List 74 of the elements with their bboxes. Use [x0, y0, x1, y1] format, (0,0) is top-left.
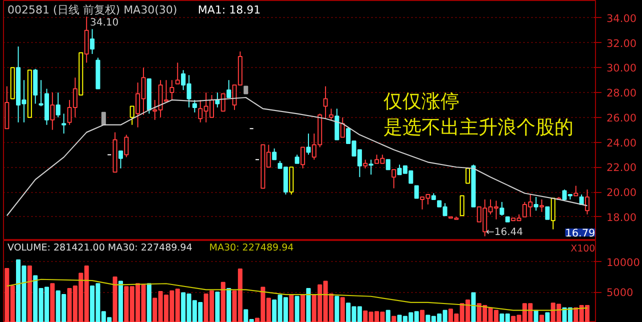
y-tick-label: 24.00: [606, 137, 637, 150]
bar: [294, 296, 300, 322]
candlestick: [574, 185, 578, 196]
candlestick: [340, 116, 345, 138]
candlestick: [392, 169, 396, 189]
annotation: 是选不出主升浪个股的: [384, 116, 574, 138]
candlestick: [124, 134, 129, 158]
annotation: ←16.44: [486, 226, 523, 238]
bar: [215, 292, 220, 322]
candlestick: [323, 86, 328, 120]
candlestick: [226, 80, 232, 98]
bar: [340, 297, 345, 322]
bar: [334, 296, 340, 322]
candlestick: [90, 28, 95, 54]
text: MA1: 18.91: [198, 4, 261, 16]
y-tick-label: 30.00: [606, 62, 637, 75]
bar: [471, 292, 476, 322]
bar: [146, 283, 152, 322]
candlestick: [56, 92, 60, 118]
bar: [386, 310, 390, 322]
y-tick-label: 5000: [606, 287, 634, 300]
y-tick-label: 34.00: [606, 12, 637, 25]
candlestick: [220, 93, 226, 112]
y-tick-label: 22.00: [606, 162, 637, 174]
candlestick: [368, 159, 374, 176]
candlestick: [118, 150, 123, 169]
line-series: [6, 278, 588, 311]
candlestick: [175, 62, 180, 84]
candlestick: [192, 99, 197, 113]
candlestick: [539, 198, 544, 212]
candlestick: [170, 80, 174, 100]
candlestick: [306, 133, 311, 156]
chart-title: VOLUME: 281421.00 MA30: 227489.94: [8, 242, 192, 254]
candlestick: [272, 148, 277, 160]
candlestick: [460, 195, 464, 216]
candlestick: [101, 112, 106, 126]
candlestick: [50, 92, 55, 130]
candlestick: [500, 201, 504, 216]
bar: [27, 266, 32, 322]
bar: [306, 288, 311, 322]
bar: [50, 283, 55, 322]
annotation: 仅仅涨停: [384, 90, 460, 112]
y-tick-label: 18.00: [606, 212, 637, 224]
y-tick-label: 20.00: [606, 187, 637, 200]
y-tick-label: 32.00: [606, 38, 637, 50]
candlestick: [466, 168, 470, 184]
candlestick: [414, 185, 419, 199]
candlestick: [534, 196, 538, 212]
candlestick: [62, 113, 66, 134]
bar: [289, 294, 294, 322]
chart-title: 002581 (日线 前复权) MA30(30): [8, 4, 178, 16]
y-tick-label: 26.00: [606, 112, 637, 124]
annotation: 16.79: [565, 228, 596, 240]
bar: [118, 280, 123, 322]
candlestick: [545, 206, 550, 220]
bar: [392, 316, 396, 322]
y-tick-label: 28.00: [606, 88, 637, 100]
candlestick: [300, 146, 306, 169]
candlestick: [584, 189, 590, 215]
y-tick-label: 10000: [606, 256, 640, 269]
candlestick: [386, 159, 390, 170]
bar: [539, 314, 544, 322]
bar: [534, 310, 538, 322]
bar: [226, 288, 232, 322]
bar: [545, 312, 550, 322]
candlestick: [334, 108, 340, 140]
annotation: 34.10: [90, 18, 119, 29]
text: MA30: 227489.94: [209, 242, 294, 254]
candlestick: [328, 108, 334, 120]
bar: [420, 310, 425, 322]
bar: [300, 294, 306, 322]
bar: [220, 282, 226, 322]
bar: [112, 276, 118, 322]
annotation: X100: [570, 244, 596, 254]
